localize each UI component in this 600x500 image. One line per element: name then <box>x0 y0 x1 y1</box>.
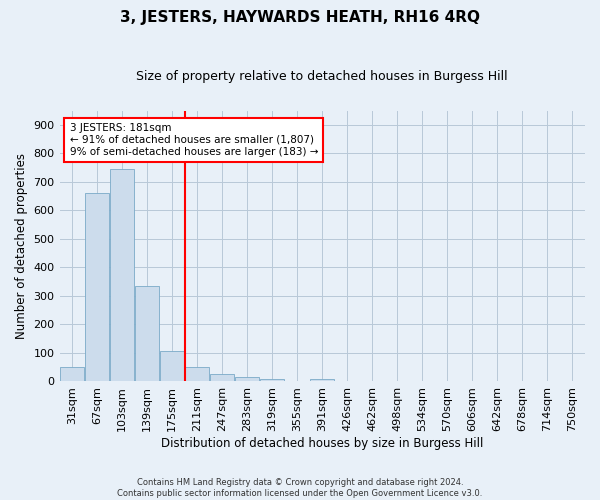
Y-axis label: Number of detached properties: Number of detached properties <box>15 153 28 339</box>
Bar <box>235 377 259 382</box>
Title: Size of property relative to detached houses in Burgess Hill: Size of property relative to detached ho… <box>136 70 508 83</box>
Text: Contains HM Land Registry data © Crown copyright and database right 2024.
Contai: Contains HM Land Registry data © Crown c… <box>118 478 482 498</box>
Bar <box>160 351 184 382</box>
Bar <box>85 192 109 382</box>
Text: 3 JESTERS: 181sqm
← 91% of detached houses are smaller (1,807)
9% of semi-detach: 3 JESTERS: 181sqm ← 91% of detached hous… <box>70 124 318 156</box>
Bar <box>210 374 234 382</box>
Bar <box>110 169 134 382</box>
X-axis label: Distribution of detached houses by size in Burgess Hill: Distribution of detached houses by size … <box>161 437 484 450</box>
Bar <box>185 367 209 382</box>
Text: 3, JESTERS, HAYWARDS HEATH, RH16 4RQ: 3, JESTERS, HAYWARDS HEATH, RH16 4RQ <box>120 10 480 25</box>
Bar <box>135 286 159 382</box>
Bar <box>310 379 334 382</box>
Bar <box>60 367 84 382</box>
Bar <box>260 378 284 382</box>
